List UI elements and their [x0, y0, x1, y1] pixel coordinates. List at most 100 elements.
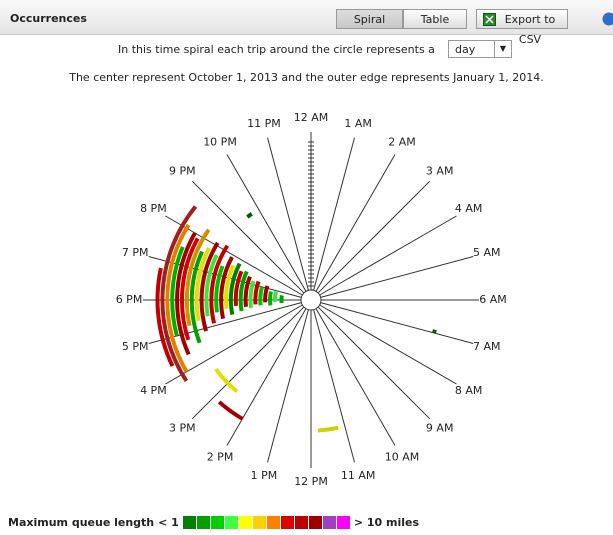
hour-spoke	[313, 309, 355, 463]
occurrence-arc	[170, 246, 185, 337]
hour-label: 12 AM	[294, 111, 329, 124]
occurrence-arc	[209, 244, 230, 324]
hour-spoke	[313, 137, 355, 291]
occurrence-arc	[224, 264, 236, 310]
hour-label: 2 AM	[388, 135, 416, 148]
hour-label: 11 PM	[247, 117, 281, 130]
hour-label: 9 AM	[426, 422, 454, 435]
hour-spoke	[165, 215, 303, 296]
occurrence-arc	[238, 270, 249, 312]
occurrence-arc	[199, 241, 220, 332]
hour-spoke	[315, 154, 396, 292]
export-label: Export to CSV	[504, 13, 556, 46]
hour-label: 8 AM	[455, 384, 483, 397]
info-icon[interactable]	[602, 12, 613, 26]
hour-spoke	[320, 302, 474, 344]
occurrence-arc	[165, 223, 191, 373]
hour-label: 1 PM	[251, 469, 278, 482]
spiral-center	[300, 289, 322, 311]
hour-label: 7 PM	[122, 246, 149, 259]
hour-spoke	[191, 306, 305, 420]
occurrence-arc	[228, 262, 242, 315]
hour-label: 2 PM	[207, 451, 234, 464]
occurrence-arc	[268, 291, 273, 306]
occurrence-arc	[246, 212, 253, 219]
legend-swatch	[266, 516, 280, 529]
hour-spoke	[320, 256, 474, 298]
header: Occurrences Spiral Table Export to CSV	[0, 0, 613, 46]
occurrence-arc	[263, 285, 270, 303]
occurrence-arc	[184, 228, 211, 327]
hour-spoke	[319, 304, 457, 385]
occurrence-arc	[180, 237, 200, 341]
occurrence-arc	[194, 247, 211, 322]
time-spiral: 12 AM 1 AM 2 AM 3 AM 4 AM 5 AM 6 AM 7 AM 8 AM 9 A…	[116, 111, 507, 488]
occurrence-arc	[219, 256, 234, 320]
hour-label: 10 AM	[385, 451, 420, 464]
legend-swatch	[336, 516, 350, 529]
legend-swatch	[238, 516, 252, 529]
hour-label: 3 AM	[426, 164, 454, 177]
legend-title: Maximum queue length	[8, 516, 155, 529]
hour-label: 3 PM	[169, 422, 196, 435]
hour-label: 6 PM	[116, 293, 143, 306]
hour-spoke	[267, 137, 309, 291]
legend-swatch	[294, 516, 308, 529]
hour-label: 11 AM	[341, 469, 376, 482]
occurrence-arc	[204, 254, 219, 317]
hour-spoke	[317, 180, 431, 294]
hour-label: 1 AM	[344, 117, 372, 130]
occurrence-arc	[189, 250, 204, 344]
hour-label: 4 AM	[455, 202, 483, 215]
legend-swatch	[252, 516, 266, 529]
hour-spoke	[226, 308, 307, 446]
hour-label: 8 PM	[140, 202, 167, 215]
legend-swatch	[182, 516, 196, 529]
period-select[interactable]: day ▼	[448, 40, 512, 58]
hour-label: 7 AM	[473, 340, 501, 353]
hour-spoke	[191, 180, 305, 294]
occurrence-arc	[248, 280, 256, 309]
occurrence-arc	[160, 205, 198, 383]
legend-swatch	[280, 516, 294, 529]
legend-swatch	[322, 516, 336, 529]
legend-swatches	[182, 516, 350, 529]
occurrence-arc	[243, 275, 252, 308]
occurrence-arc	[253, 280, 261, 305]
select-arrow: ▼	[494, 41, 511, 57]
table-button[interactable]: Table	[403, 9, 467, 29]
legend-swatch	[224, 516, 238, 529]
hour-spoke	[319, 215, 457, 296]
legend-swatch	[210, 516, 224, 529]
legend-low: < 1	[158, 516, 179, 529]
legend-high: > 10 miles	[353, 516, 420, 529]
intro-line: In this time spiral each trip around the…	[118, 43, 435, 56]
occurrence-arc	[233, 270, 244, 307]
spiral-button[interactable]: Spiral	[336, 9, 403, 29]
hour-label: 10 PM	[203, 135, 237, 148]
hour-label: 9 PM	[169, 164, 196, 177]
hour-label: 6 AM	[479, 293, 507, 306]
range-text: The center represent October 1, 2013 and…	[69, 71, 544, 84]
hour-spoke	[315, 308, 396, 446]
hour-label: 12 PM	[294, 475, 328, 488]
hour-label: 5 AM	[473, 246, 501, 259]
intro-text: In this time spiral each trip around the…	[118, 43, 435, 56]
hour-label: 5 PM	[122, 340, 149, 353]
occurrence-arc	[214, 367, 239, 393]
panel-title: Occurrences	[10, 12, 87, 25]
occurrence-arc	[217, 400, 244, 421]
occurrence-arc	[272, 291, 278, 302]
occurrence-arc	[432, 329, 437, 334]
hour-spoke	[226, 154, 307, 292]
hour-spoke	[148, 302, 302, 344]
hour-label: 4 PM	[140, 384, 167, 397]
range-line: The center represent October 1, 2013 and…	[0, 71, 613, 84]
csv-icon	[483, 13, 496, 26]
hour-spoke	[165, 304, 303, 385]
export-button[interactable]: Export to CSV	[476, 9, 568, 46]
legend-swatch	[196, 516, 210, 529]
occurrence-arc	[258, 286, 264, 306]
occurrence-arc	[317, 425, 339, 433]
hour-spoke	[267, 309, 309, 463]
